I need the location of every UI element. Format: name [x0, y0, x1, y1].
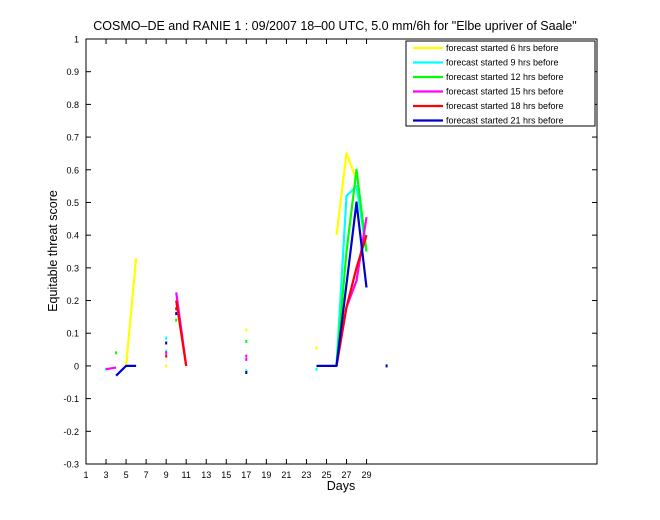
x-tick-label: 23 — [301, 470, 311, 480]
legend: forecast started 6 hrs before forecast st… — [405, 40, 596, 127]
data-point — [245, 357, 248, 361]
chart-title: COSMO–DE and RANIE 1 : 09/2007 18–00 UTC… — [93, 19, 576, 33]
data-point — [115, 351, 118, 355]
y-axis-label: Equitable threat score — [46, 190, 60, 312]
series-line — [335, 152, 358, 236]
y-tick-label: 0.3 — [66, 263, 79, 273]
x-tick-label: 11 — [182, 470, 191, 480]
x-tick-label: 7 — [144, 470, 149, 480]
data-point — [315, 367, 318, 371]
data-point — [245, 369, 248, 373]
y-axis: -0.3 -0.2 -0.1 0 0.1 0.2 0.3 0.4 0.5 0.6 0.7 0.8 0.9… — [63, 35, 597, 470]
y-tick-label: 1 — [74, 35, 79, 45]
data-point — [245, 328, 248, 332]
legend-label: forecast started 18 hrs before — [446, 101, 564, 111]
legend-label: forecast started 9 hrs before — [446, 58, 559, 68]
data-point — [165, 336, 168, 340]
x-axis-label: Days — [327, 479, 355, 493]
data-point — [165, 341, 168, 345]
y-tick-label: 0.7 — [66, 133, 79, 143]
y-tick-label: 0.1 — [66, 329, 79, 339]
series-line — [115, 364, 137, 377]
x-tick-label: 9 — [164, 470, 169, 480]
x-axis: 1 3 5 7 9 11 13 15 17 19 21 23 25 27 29 — [83, 39, 372, 480]
x-tick-label: 13 — [201, 470, 211, 480]
data-point — [175, 307, 178, 311]
y-tick-label: 0.5 — [66, 198, 79, 208]
y-tick-label: 0.2 — [66, 296, 79, 306]
y-tick-label: 0 — [74, 361, 79, 371]
x-tick-label: 25 — [321, 470, 331, 480]
data-point — [315, 346, 318, 350]
data-point — [165, 354, 168, 358]
series-line — [105, 366, 117, 371]
data-point — [245, 371, 248, 374]
x-tick-label: 21 — [281, 470, 291, 480]
data-point — [245, 354, 248, 358]
data-point — [165, 349, 168, 353]
legend-label: forecast started 21 hrs before — [446, 116, 564, 126]
data-point — [165, 364, 168, 368]
series-line — [125, 257, 138, 367]
x-tick-label: 29 — [362, 470, 372, 480]
x-tick-label: 3 — [104, 470, 109, 480]
series-line — [335, 168, 368, 366]
x-tick-label: 27 — [342, 470, 352, 480]
y-tick-label: -0.1 — [63, 394, 79, 404]
x-tick-label: 19 — [261, 470, 271, 480]
x-tick-label: 5 — [124, 470, 129, 480]
series-layer — [105, 152, 388, 377]
legend-label: forecast started 15 hrs before — [446, 87, 564, 97]
data-point — [175, 318, 178, 322]
data-point — [245, 339, 248, 343]
x-tick-label: 15 — [221, 470, 231, 480]
data-point — [175, 312, 178, 316]
y-tick-label: 0.8 — [66, 100, 79, 110]
legend-box — [405, 40, 596, 127]
x-tick-label: 1 — [83, 470, 88, 480]
data-point — [385, 364, 388, 368]
x-tick-label: 17 — [241, 470, 251, 480]
legend-label: forecast started 6 hrs before — [446, 43, 559, 53]
series-6 — [115, 201, 388, 377]
y-tick-label: -0.2 — [63, 427, 79, 437]
series-line — [316, 201, 368, 367]
y-tick-label: 0.6 — [66, 165, 79, 175]
y-tick-label: 0.4 — [66, 231, 79, 241]
y-tick-label: -0.3 — [63, 460, 79, 470]
data-point — [165, 351, 168, 355]
series-line — [175, 300, 188, 367]
series-1 — [125, 152, 358, 368]
y-tick-label: 0.9 — [66, 67, 79, 77]
legend-label: forecast started 12 hrs before — [446, 72, 564, 82]
series-3 — [115, 168, 368, 366]
